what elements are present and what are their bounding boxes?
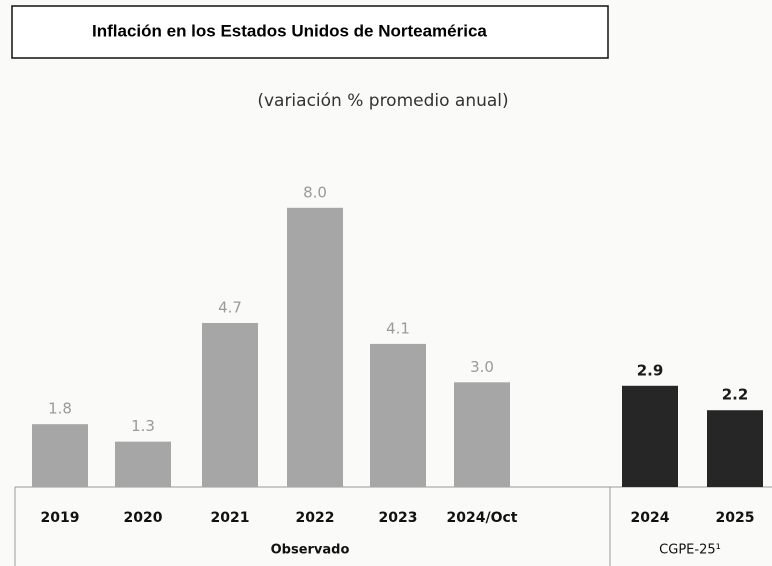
x-tick-label: 2024/Oct xyxy=(447,510,518,526)
data-label: 2.2 xyxy=(722,386,749,404)
x-tick-label: 2022 xyxy=(296,510,335,526)
data-label: 2.9 xyxy=(637,361,664,379)
group-label: Observado xyxy=(271,543,350,558)
group-label: CGPE-25¹ xyxy=(659,543,721,558)
data-label: 4.1 xyxy=(386,319,410,337)
data-label: 1.8 xyxy=(48,400,72,418)
bar xyxy=(707,410,763,487)
chart-title: Inflación en los Estados Unidos de Norte… xyxy=(92,21,487,40)
bar xyxy=(622,385,678,487)
x-tick-label: 2024 xyxy=(631,510,670,526)
x-tick-label: 2023 xyxy=(379,510,418,526)
x-tick-label: 2021 xyxy=(211,510,250,526)
data-label: 1.3 xyxy=(131,417,155,435)
data-label: 4.7 xyxy=(218,298,242,316)
bar xyxy=(202,322,258,487)
x-tick-label: 2019 xyxy=(41,510,80,526)
bar xyxy=(370,343,426,487)
bar xyxy=(287,207,343,488)
bar xyxy=(454,382,510,487)
data-label: 3.0 xyxy=(470,358,494,376)
x-tick-label: 2025 xyxy=(716,510,755,526)
x-tick-label: 2020 xyxy=(124,510,163,526)
data-label: 8.0 xyxy=(303,183,327,201)
bar xyxy=(115,441,171,487)
bar xyxy=(32,424,88,487)
title-box xyxy=(11,5,609,59)
chart-subtitle: (variación % promedio anual) xyxy=(257,91,508,111)
